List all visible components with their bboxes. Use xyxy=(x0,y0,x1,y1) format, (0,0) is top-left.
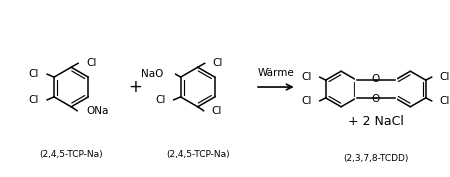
Text: Cl: Cl xyxy=(29,95,39,105)
Text: (2,4,5-TCP-Na): (2,4,5-TCP-Na) xyxy=(39,150,103,159)
Text: Cl: Cl xyxy=(155,95,166,105)
Text: Wärme: Wärme xyxy=(257,68,294,78)
Text: Cl: Cl xyxy=(29,69,39,79)
Text: ONa: ONa xyxy=(86,106,108,116)
Text: +: + xyxy=(129,78,142,96)
Text: Cl: Cl xyxy=(86,58,96,68)
Text: Cl: Cl xyxy=(212,58,223,68)
Text: Cl: Cl xyxy=(212,106,222,116)
Text: (2,3,7,8-TCDD): (2,3,7,8-TCDD) xyxy=(343,154,409,163)
Text: Cl: Cl xyxy=(302,96,312,106)
Text: O: O xyxy=(372,74,380,84)
Text: Cl: Cl xyxy=(302,72,312,82)
Text: Cl: Cl xyxy=(440,72,450,82)
Text: (2,4,5-TCP-Na): (2,4,5-TCP-Na) xyxy=(166,150,230,159)
Text: Cl: Cl xyxy=(440,96,450,106)
Text: O: O xyxy=(372,94,380,104)
Text: NaO: NaO xyxy=(141,69,164,79)
Text: + 2 NaCl: + 2 NaCl xyxy=(348,115,404,128)
